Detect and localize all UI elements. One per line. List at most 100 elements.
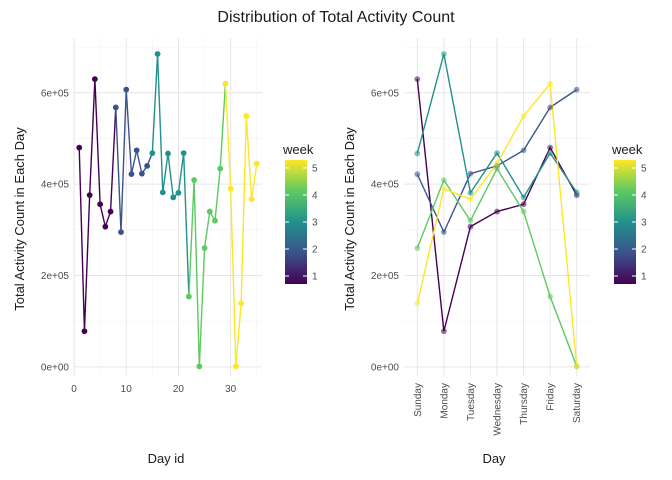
right-data-point [414,76,421,83]
left-x-tick-label: 20 [173,384,185,395]
right-data-point [414,150,421,157]
right-data-point [547,80,554,87]
left-data-point [118,229,124,236]
left-line-segment [240,116,248,304]
left-y-tick-label: 0e+00 [41,362,70,373]
right-data-point [414,171,421,178]
right-data-point [573,86,580,93]
left-data-point [97,201,104,208]
left-panel: 0e+00 2e+05 4e+05 6e+05 0 10 20 30 Day id Tota… [12,38,318,466]
left-line-segment [219,83,227,169]
right-legend-colorbar [614,160,636,284]
left-grid [73,38,262,376]
left-line-segment [235,303,242,367]
right-x-tick-label: Friday [546,383,557,411]
left-line-segment [245,116,253,200]
right-legend-title: week [611,142,643,157]
left-data-point [159,189,166,196]
right-data-point [573,189,580,196]
right-x-tick-label: Saturday [572,383,583,423]
left-data-point [253,160,260,167]
left-data-point [154,51,161,57]
left-y-tick-label: 6e+05 [41,88,70,99]
left-line-segment [229,188,237,367]
left-data-point [144,162,151,169]
legend-tick-label: 5 [641,164,647,175]
right-data-point [494,165,500,172]
left-line-segment [135,150,143,174]
left-line-segment [99,204,107,227]
left-legend: week 1 2 3 4 5 [282,142,318,284]
right-data-point [520,147,527,154]
legend-tick-label: 1 [312,272,318,283]
left-data-point [123,86,130,93]
left-data-point [206,208,213,215]
left-line-segment [188,180,195,297]
right-grid [404,38,590,376]
right-data-point [520,113,527,120]
left-line-segment [88,79,96,196]
legend-tick-label: 2 [312,245,318,256]
left-y-axis-title: Total Activity Count in Each Day [12,127,27,311]
left-data-point [165,150,171,157]
right-y-tick-label: 6e+05 [371,88,400,99]
right-panel: 0e+00 2e+05 4e+05 6e+05 Sunday Monday Tuesday… [342,38,647,466]
left-legend-colorbar [285,160,307,284]
left-line-segment [125,89,133,175]
legend-tick-label: 2 [641,245,647,256]
legend-tick-label: 4 [641,191,647,202]
left-line-segment [224,83,232,189]
legend-tick-label: 3 [641,218,647,229]
left-data-point [180,150,187,157]
left-line-segment [130,150,138,175]
right-data-point [440,185,447,192]
left-line-segment [156,53,164,193]
legend-tick-label: 3 [312,218,318,229]
left-data-point [133,147,140,154]
left-lines [78,53,258,367]
left-data-point [217,165,224,172]
right-legend-ticks: 1 2 3 4 5 [614,164,647,283]
left-line-segment [198,248,206,367]
left-legend-ticks: 1 2 3 4 5 [285,164,318,283]
left-data-point [196,363,203,370]
left-data-point [86,192,93,199]
left-line-segment [182,153,190,297]
left-data-point [175,189,182,196]
left-line-segment [177,153,185,193]
right-data-point [440,51,447,57]
right-data-point [520,208,527,215]
left-line-segment [151,53,159,154]
left-line-segment [78,147,86,332]
right-x-ticks: Sunday Monday Tuesday Wednesday Thursday Frid… [413,383,583,436]
right-data-point [467,189,474,196]
right-data-point [414,245,421,252]
right-legend: week 1 2 3 4 5 [611,142,647,284]
right-x-tick-label: Wednesday [493,383,504,436]
left-line-segment [109,107,117,212]
left-data-point [238,300,245,307]
right-data-point [467,196,474,203]
left-data-point [138,170,145,177]
left-y-ticks: 0e+00 2e+05 4e+05 6e+05 [41,88,70,373]
left-line-segment [250,163,258,200]
left-line-segment [120,89,127,233]
left-x-tick-label: 10 [121,384,133,395]
right-y-tick-label: 2e+05 [371,271,400,282]
left-data-point [128,171,135,178]
left-data-point [149,150,156,157]
right-data-point [414,300,421,307]
left-data-point [248,196,255,203]
right-data-point [494,150,500,157]
left-data-point [201,245,208,252]
left-data-point [227,185,234,192]
left-data-point [107,208,114,215]
right-data-point [573,363,580,370]
right-x-tick-label: Thursday [519,383,530,425]
left-line-segment [94,79,101,205]
right-x-tick-label: Sunday [413,383,424,417]
right-data-point [520,201,527,208]
left-data-point [170,194,177,201]
right-y-tick-label: 0e+00 [371,362,400,373]
